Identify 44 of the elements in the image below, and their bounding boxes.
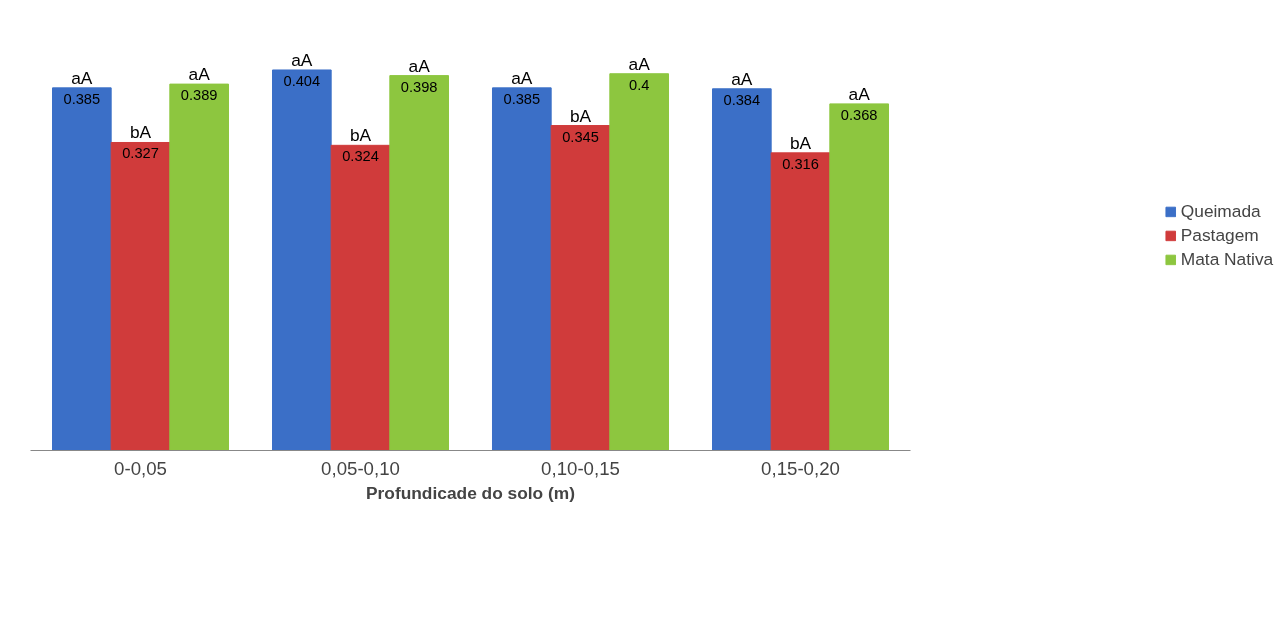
data-label: 0.316 [782, 155, 819, 172]
bar [330, 144, 391, 451]
data-label: 0.398 [400, 78, 438, 95]
x-tick-label: 0,05-0,10 [321, 457, 400, 479]
data-label: 0.385 [63, 90, 101, 107]
bar [712, 88, 772, 451]
annotation: aA [848, 83, 871, 104]
data-label: 0.324 [342, 148, 379, 165]
data-label: 0.389 [180, 87, 218, 104]
annotation: aA [408, 55, 431, 76]
annotation: aA [71, 67, 93, 88]
data-label: 0.368 [840, 106, 878, 123]
legend-label: Mata Nativa [1180, 248, 1274, 270]
bar [829, 103, 889, 451]
bar [770, 152, 831, 451]
data-label: 0.404 [283, 72, 321, 89]
text: aA [291, 49, 313, 70]
bar [110, 142, 171, 451]
annotation: bA [129, 122, 152, 143]
annotation: aA [188, 64, 211, 85]
annotation: bA [789, 132, 812, 153]
legend-label: Queimada [1180, 200, 1261, 222]
data-label: 0.327 [122, 145, 159, 162]
data-label: 0.345 [562, 128, 599, 145]
x-tick-label: 0,10-0,15 [541, 457, 620, 479]
bar [169, 83, 229, 451]
bar [52, 87, 112, 451]
x-tick-label: 0-0,05 [114, 457, 167, 479]
annotation: bA [349, 125, 372, 146]
annotation: aA [731, 68, 753, 89]
bar [550, 125, 611, 451]
annotation: aA [511, 67, 533, 88]
bar [272, 69, 332, 451]
data-label: 0.384 [723, 91, 761, 108]
annotation: bA [569, 105, 592, 126]
x-tick-label: 0,15-0,20 [761, 457, 840, 479]
annotation: aA [628, 53, 651, 74]
bar [389, 75, 449, 451]
data-label: 0.385 [503, 90, 541, 107]
x-axis-title: Profundicade do solo (m) [366, 482, 575, 503]
data-label: 0.4 [628, 76, 650, 93]
legend-label: Pastagem [1180, 224, 1259, 246]
bar [609, 73, 669, 451]
bar [492, 87, 552, 451]
